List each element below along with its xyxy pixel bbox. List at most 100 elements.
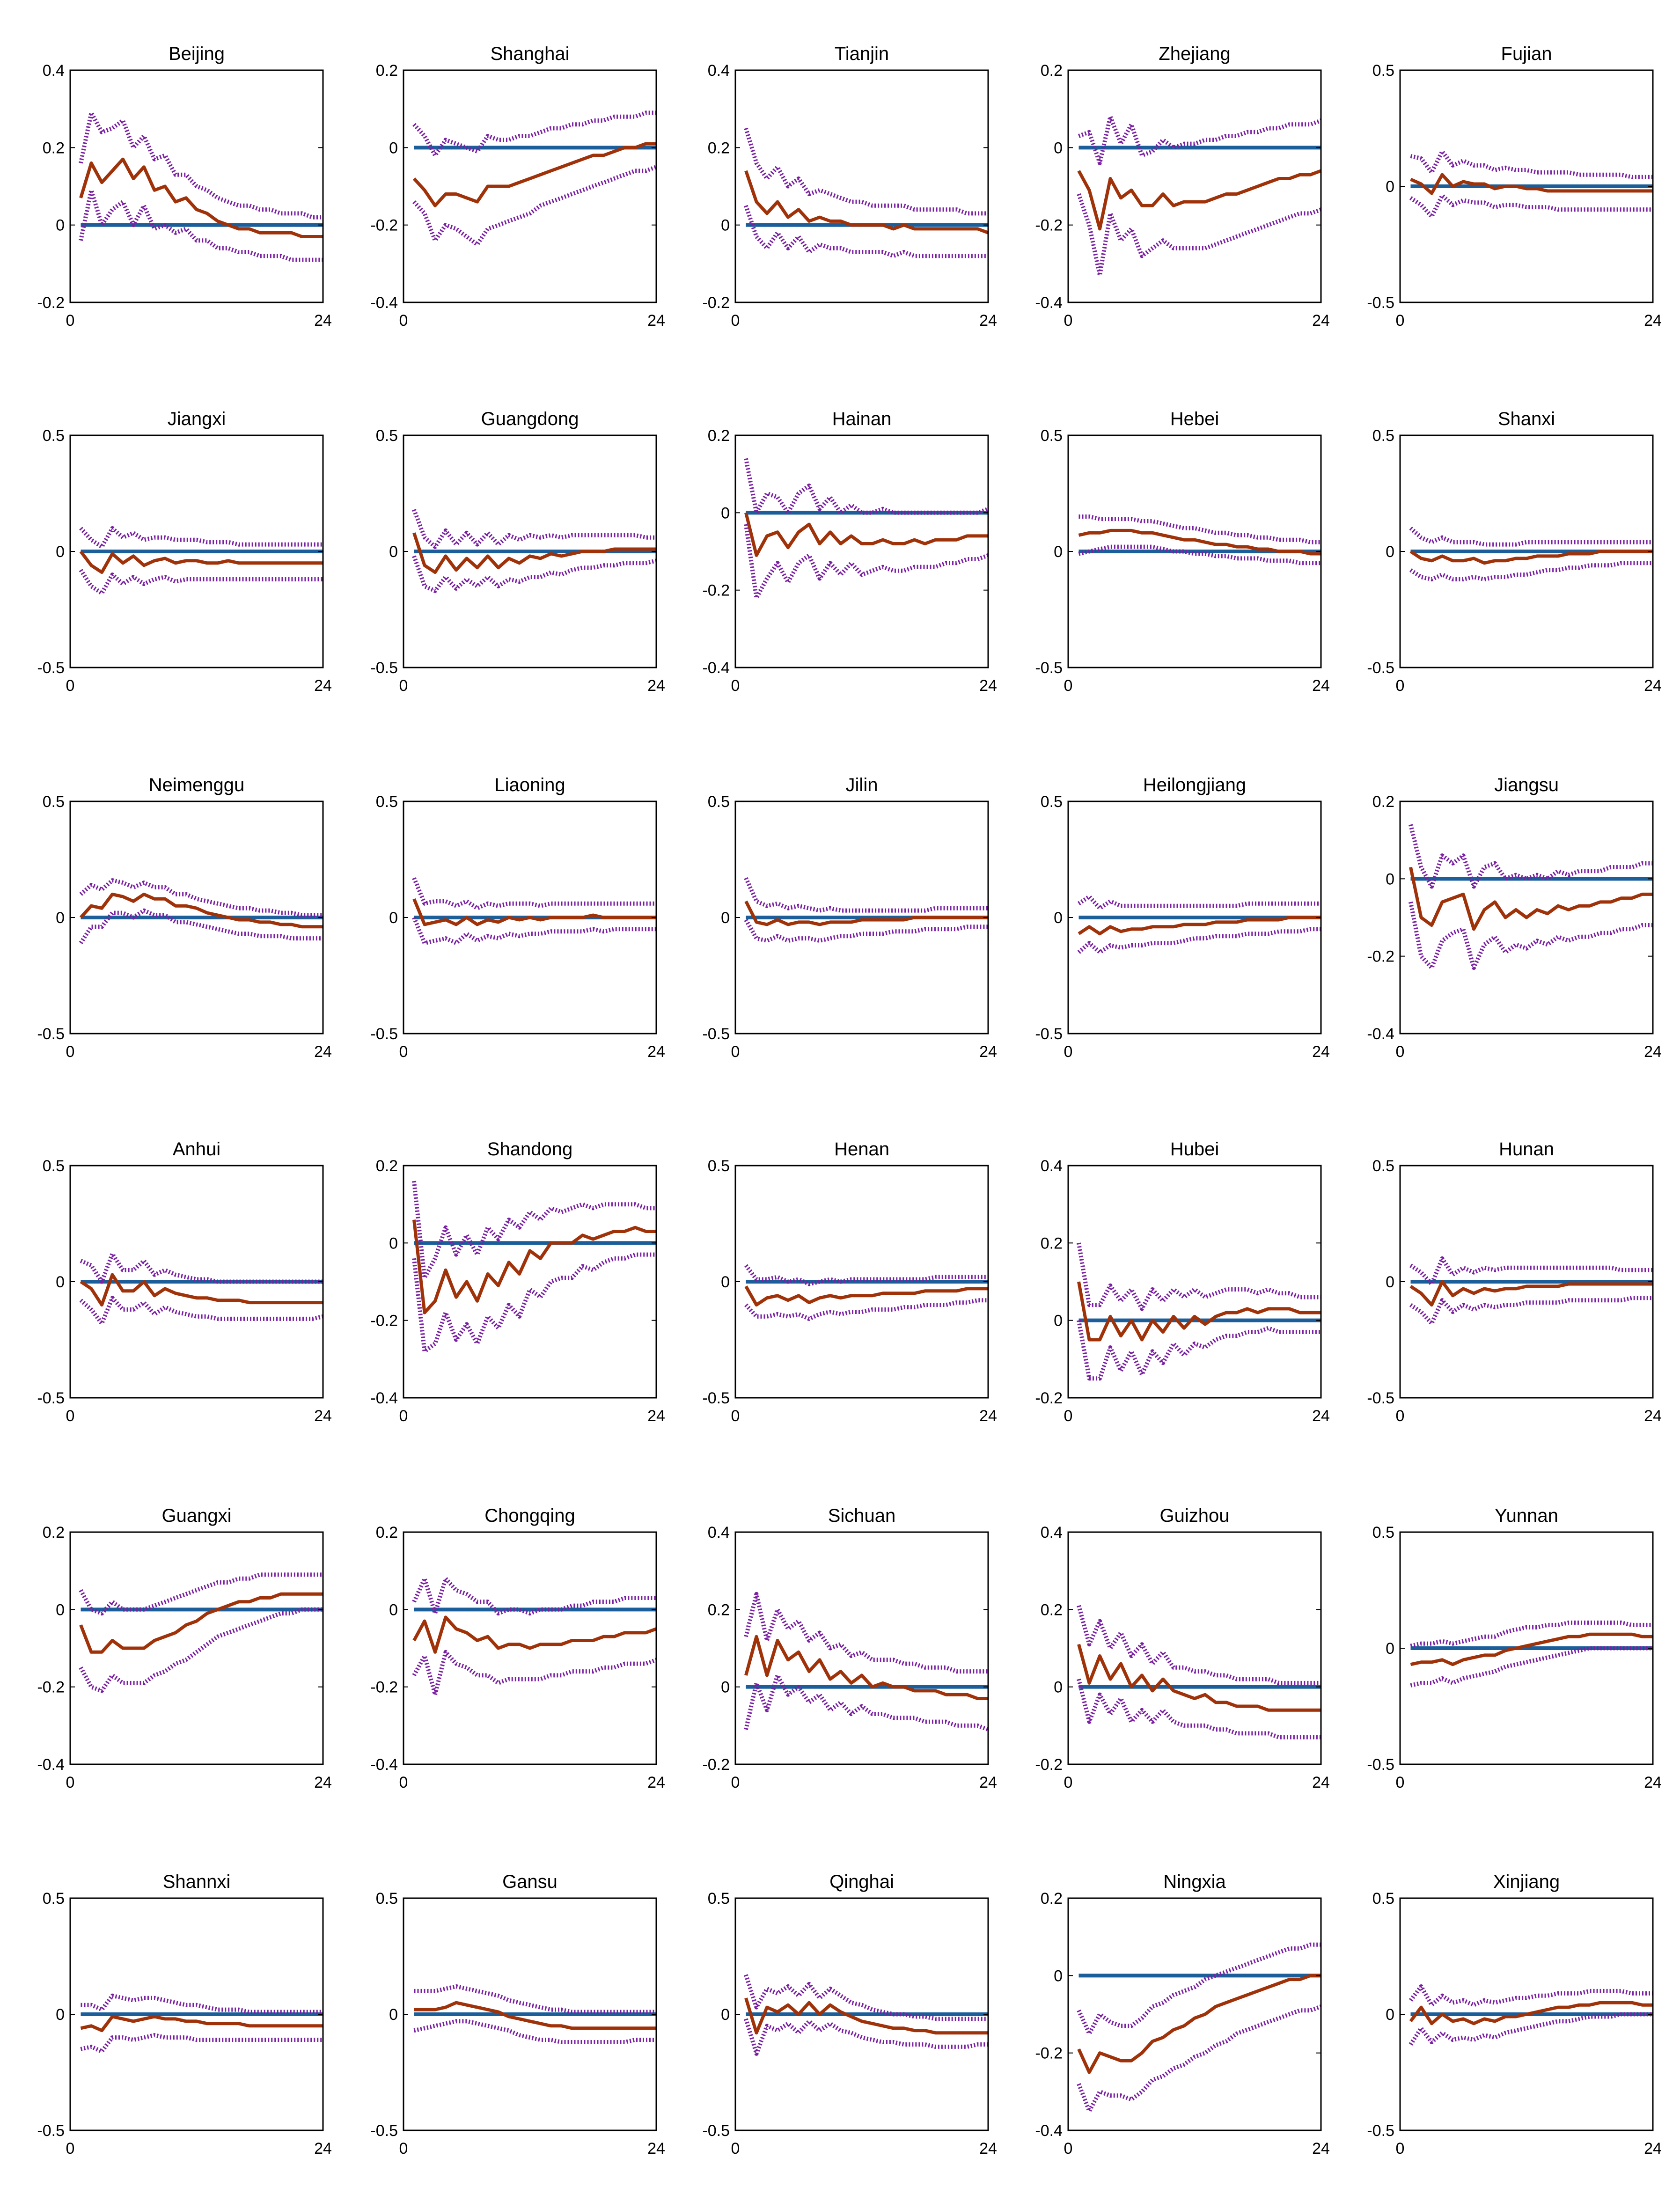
y-tick-label: 0 [721, 909, 730, 927]
upper-band-line [412, 1576, 656, 1616]
lower-band-line [1409, 1296, 1653, 1326]
panel-title: Jiangsu [1494, 775, 1559, 795]
plot-frame [1399, 800, 1654, 1035]
panel-title: Shanghai [490, 44, 569, 64]
response-line [1078, 528, 1321, 556]
lower-band-line [744, 205, 988, 258]
response-line [412, 142, 656, 207]
upper-band-line [744, 1264, 988, 1286]
x-tick-label: 0 [731, 677, 740, 695]
response-line [412, 1219, 656, 1314]
response-line [1077, 1644, 1321, 1712]
y-tick-label: 0.2 [1041, 1890, 1063, 1908]
x-tick-label: 24 [1312, 1774, 1330, 1791]
y-tick-label: 0 [389, 139, 398, 157]
y-tick-label: 0.5 [43, 427, 65, 445]
panel-title: Chongqing [484, 1505, 575, 1526]
x-tick-label: 24 [1312, 2140, 1330, 2158]
y-tick-label: -0.2 [1035, 1389, 1063, 1407]
plot-frame [403, 1531, 657, 1765]
lower-band-line [413, 2019, 656, 2044]
lower-band-line [412, 165, 657, 247]
upper-band-line [79, 878, 323, 917]
panel-title: Shanxi [1498, 409, 1555, 429]
y-tick-label: -0.5 [1367, 659, 1394, 677]
lower-band-line [79, 1296, 323, 1326]
y-tick-label: -0.4 [370, 294, 398, 312]
y-tick-label: 0.2 [1372, 793, 1394, 811]
response-line [79, 1592, 323, 1654]
y-tick-label: -0.2 [370, 1312, 398, 1330]
x-tick-label: 0 [1396, 2140, 1405, 2158]
y-tick-label: -0.2 [370, 1679, 398, 1696]
y-tick-label: 0 [389, 543, 398, 561]
y-tick-label: 0.5 [1041, 793, 1063, 811]
lower-band-line [744, 1298, 988, 1321]
x-tick-label: 0 [66, 1407, 75, 1425]
x-tick-label: 24 [979, 1407, 997, 1425]
y-tick-label: 0 [56, 1601, 65, 1619]
y-tick-label: -0.2 [702, 294, 730, 312]
plot-frame [1067, 1897, 1322, 2131]
y-tick-label: 0 [389, 1234, 398, 1252]
response-line [1077, 1974, 1321, 2074]
x-tick-label: 24 [647, 677, 665, 695]
response-line [1077, 1281, 1321, 1342]
y-tick-label: 0 [56, 2006, 65, 2024]
y-tick-label: -0.2 [370, 217, 398, 235]
lower-band-line [1409, 902, 1653, 970]
y-tick-label: 0.5 [1372, 1157, 1394, 1175]
x-tick-label: 0 [731, 1407, 740, 1425]
upper-band-line [1078, 114, 1322, 165]
plot-frame [1067, 1531, 1322, 1765]
y-tick-label: 0 [56, 543, 65, 561]
x-tick-label: 24 [1312, 677, 1330, 695]
x-tick-label: 24 [1644, 677, 1662, 695]
y-tick-label: 0.2 [376, 1157, 398, 1175]
y-tick-label: 0.5 [376, 793, 398, 811]
x-tick-label: 24 [979, 2140, 997, 2158]
y-tick-label: 0.2 [708, 139, 730, 157]
y-tick-label: 0 [1386, 1273, 1394, 1291]
lower-band-line [1077, 1679, 1321, 1739]
y-tick-label: 0.2 [708, 1601, 730, 1619]
y-tick-label: 0 [1054, 139, 1063, 157]
x-tick-label: 24 [314, 677, 332, 695]
plot-frame [734, 1531, 989, 1765]
y-tick-label: 0 [56, 217, 65, 235]
upper-band-line [1409, 824, 1653, 889]
y-tick-label: -0.5 [1367, 294, 1394, 312]
response-line [79, 550, 323, 574]
lower-band-line [412, 555, 657, 593]
y-tick-label: -0.5 [37, 1389, 65, 1407]
x-tick-label: 24 [314, 1407, 332, 1425]
response-line [1409, 866, 1653, 931]
panel-title: Hubei [1170, 1139, 1219, 1160]
response-line [1410, 173, 1653, 195]
upper-band-line [412, 1181, 656, 1280]
response-line [1078, 916, 1321, 936]
y-tick-label: 0.4 [43, 62, 65, 80]
y-tick-label: 0.5 [708, 1157, 730, 1175]
upper-band-line [744, 1592, 988, 1674]
y-tick-label: -0.2 [37, 1679, 65, 1696]
panel-title: Sichuan [828, 1505, 896, 1526]
y-tick-label: -0.4 [1035, 294, 1063, 312]
x-tick-label: 0 [1064, 2140, 1073, 2158]
response-line [412, 532, 656, 574]
upper-band-line [412, 509, 656, 549]
y-tick-label: -0.5 [37, 2122, 65, 2140]
x-tick-label: 0 [1396, 1774, 1405, 1791]
y-tick-label: 0.2 [376, 62, 398, 80]
response-line [744, 1635, 988, 1700]
y-tick-label: 0.5 [708, 793, 730, 811]
